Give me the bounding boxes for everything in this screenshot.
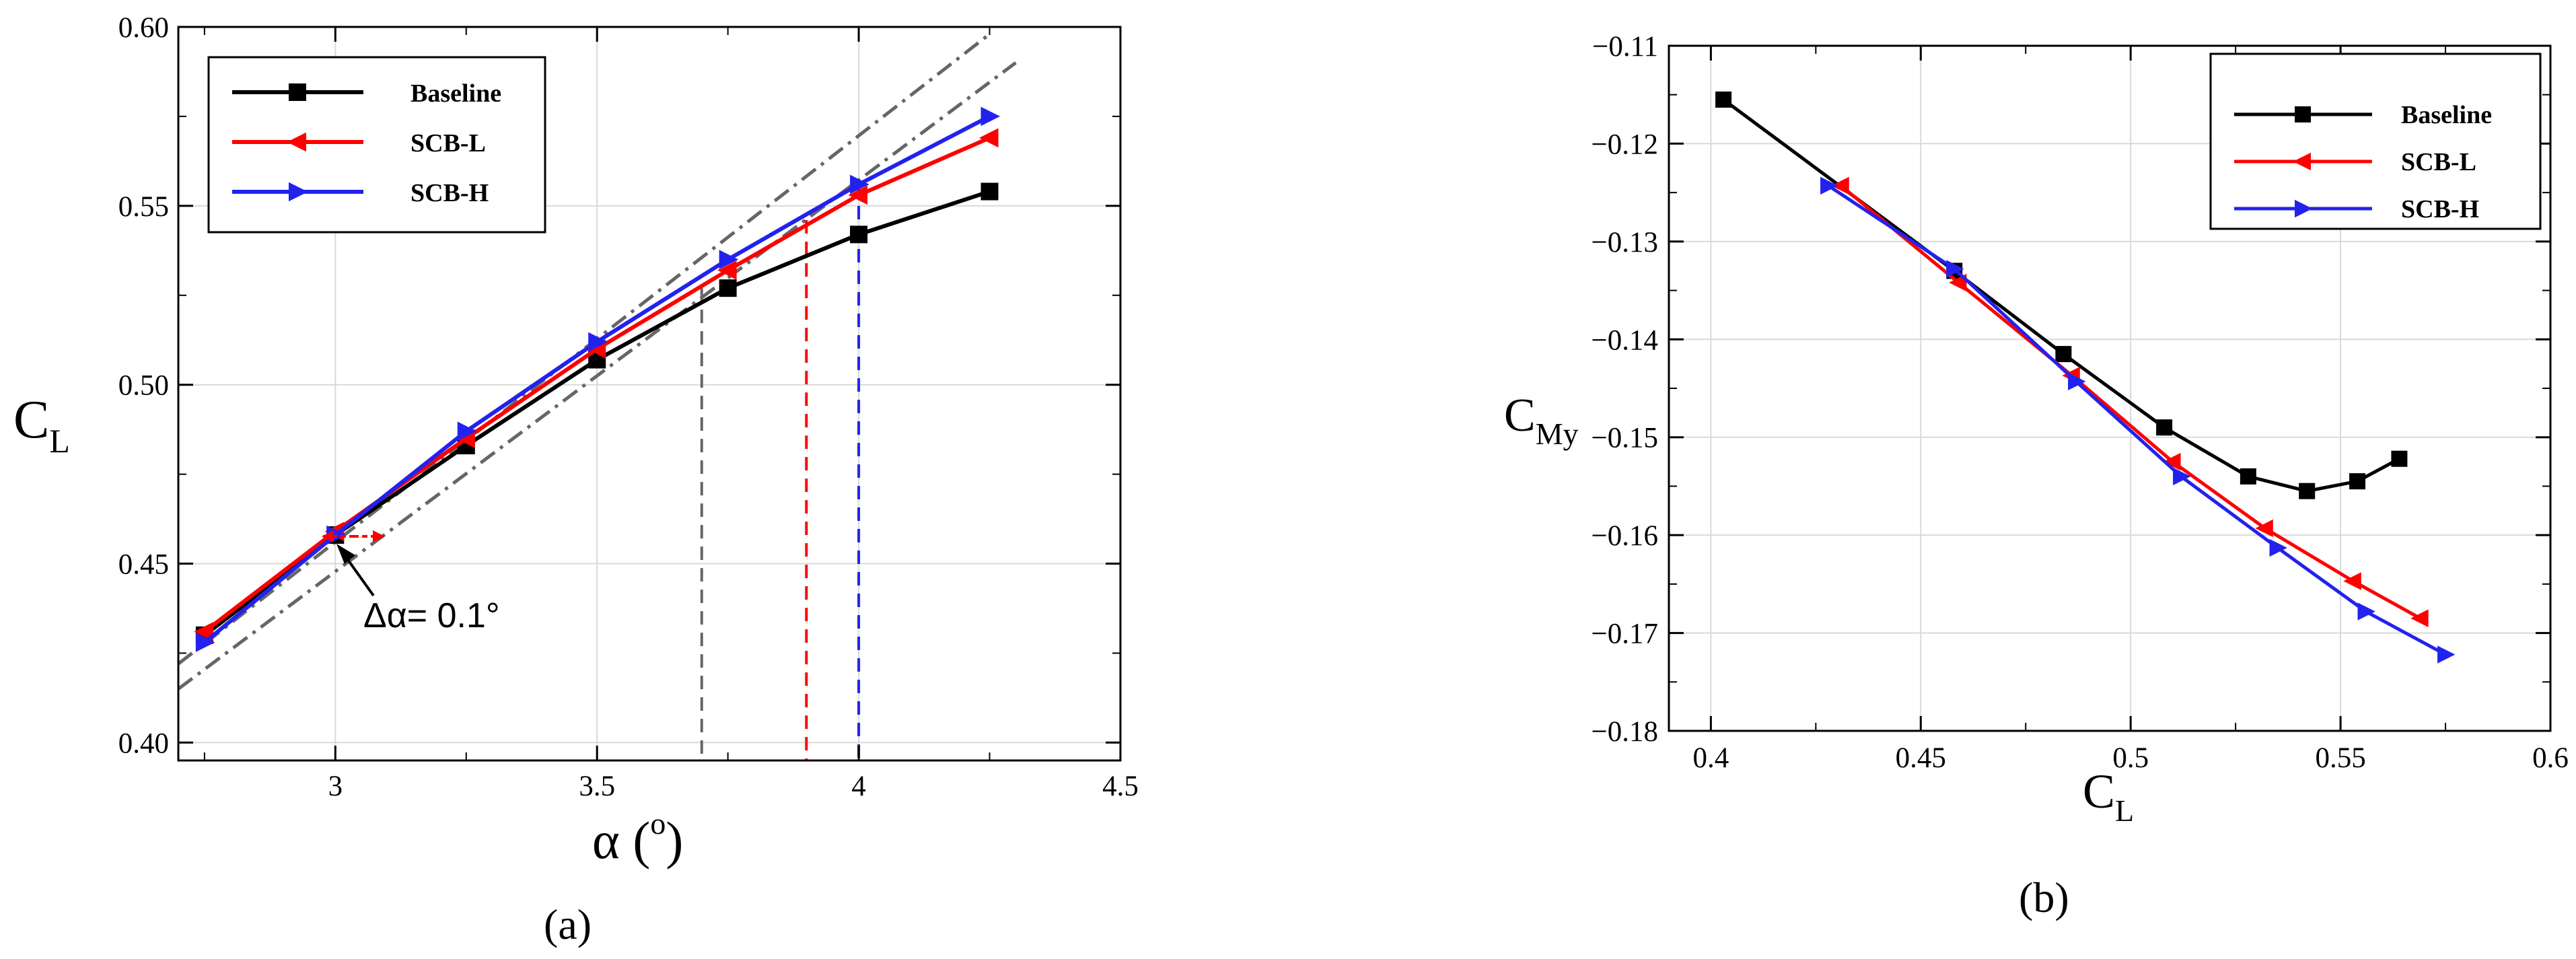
data-point-baseline — [2391, 450, 2408, 467]
data-point-scb-h — [2068, 372, 2086, 391]
data-point-scb-l — [848, 185, 868, 205]
chart-a-legend: Baseline SCB-L SCB-H — [207, 56, 546, 234]
data-point-baseline — [2156, 419, 2173, 436]
chart-b-ylabel: CMy — [1504, 390, 1579, 451]
legend-box — [207, 56, 546, 234]
data-point-scb-h — [457, 421, 477, 441]
y-tick-label: 0.50 — [118, 370, 169, 402]
data-point-scb-h — [195, 633, 215, 652]
data-point-scb-h — [588, 332, 608, 352]
legend-label: SCB-H — [410, 179, 489, 207]
y-tick-label: 0.55 — [118, 191, 169, 223]
data-point-scb-l — [194, 622, 213, 641]
data-point-baseline — [2299, 483, 2316, 499]
y-tick-label: −0.11 — [1592, 31, 1658, 63]
data-point-baseline — [1715, 91, 1732, 108]
reference-line — [178, 61, 1017, 690]
chart-a-vertical-markers — [700, 184, 861, 760]
legend-marker — [287, 132, 306, 152]
data-point-scb-l — [717, 260, 737, 280]
legend-label: Baseline — [2401, 101, 2492, 129]
y-tick-label: −0.17 — [1591, 618, 1658, 650]
data-point-scb-h — [850, 174, 869, 194]
data-point-scb-h — [1946, 260, 1964, 278]
x-tick-label: 0.4 — [1693, 742, 1729, 774]
data-point-scb-h — [2437, 645, 2456, 664]
delta-alpha-pointer-head — [336, 544, 355, 564]
chart-a: Δα= 0.1° 3 3.5 4 4.5 0.40 0.45 0.50 0.55 0.60 Ba… — [13, 12, 1139, 948]
y-tick-label: −0.12 — [1591, 129, 1658, 160]
x-tick-label: 0.45 — [1896, 742, 1946, 774]
y-tick-label: −0.18 — [1591, 716, 1658, 748]
chart-b: 0.4 0.45 0.5 0.55 0.6 −0.11 −0.12 −0.13 −0.14 −0.… — [1504, 31, 2569, 921]
chart-b-series — [1715, 91, 2456, 664]
data-point-scb-h — [2269, 538, 2287, 557]
delta-alpha-arrowhead-right — [373, 530, 385, 542]
data-point-baseline — [850, 225, 868, 244]
data-point-baseline — [2055, 346, 2072, 363]
data-point-baseline — [2349, 473, 2366, 490]
legend-marker — [2295, 199, 2313, 218]
y-tick-label: −0.13 — [1591, 227, 1658, 258]
data-point-baseline — [980, 182, 999, 201]
legend-marker — [2293, 152, 2311, 171]
y-tick-label: 0.60 — [118, 12, 169, 44]
data-point-scb-l — [978, 128, 999, 148]
delta-alpha-annotation: Δα= 0.1° — [363, 596, 500, 635]
legend-marker — [2295, 106, 2311, 122]
chart-a-panel-label: (a) — [544, 900, 592, 948]
data-point-scb-l — [2255, 519, 2273, 538]
chart-a-reference-lines — [178, 32, 1017, 690]
legend-label: Baseline — [410, 79, 501, 108]
x-tick-label: 3.5 — [579, 771, 615, 802]
x-tick-label: 3 — [328, 771, 343, 802]
delta-alpha-arrowhead-left — [322, 530, 334, 542]
chart-b-panel-label: (b) — [2019, 874, 2069, 921]
data-point-scb-h — [980, 106, 1001, 127]
chart-a-frame — [177, 26, 1122, 762]
chart-b-legend: Baseline SCB-L SCB-H — [2209, 52, 2542, 230]
chart-b-xlabel: CL — [2083, 765, 2134, 828]
data-point-scb-l — [2343, 572, 2361, 590]
legend-marker — [289, 83, 306, 101]
x-tick-label: 0.55 — [2315, 742, 2365, 774]
data-point-scb-h — [2173, 467, 2191, 486]
x-tick-label: 4.5 — [1102, 771, 1139, 802]
legend-label: SCB-L — [2401, 148, 2476, 176]
data-point-baseline — [2240, 468, 2256, 485]
x-tick-label: 0.5 — [2112, 742, 2149, 774]
data-point-scb-h — [719, 250, 739, 269]
data-point-baseline — [719, 279, 737, 297]
data-point-scb-l — [1831, 176, 1849, 195]
x-tick-label: 0.6 — [2532, 742, 2569, 774]
legend-marker — [289, 182, 308, 202]
chart-a-xlabel: α (o) — [592, 806, 683, 869]
y-tick-label: 0.45 — [118, 549, 169, 581]
data-point-scb-l — [2410, 609, 2429, 627]
legend-label: SCB-H — [2401, 195, 2479, 223]
chart-b-ticks: 0.4 0.45 0.5 0.55 0.6 −0.11 −0.12 −0.13 −0.14 −0.… — [1591, 31, 2568, 774]
data-point-scb-h — [2357, 602, 2375, 620]
chart-a-annotation-group: Δα= 0.1° — [322, 530, 500, 635]
x-tick-label: 4 — [851, 771, 866, 802]
data-point-scb-l — [2163, 452, 2181, 471]
legend-box — [2209, 52, 2542, 230]
y-tick-label: −0.16 — [1591, 520, 1658, 552]
y-tick-label: 0.40 — [118, 727, 169, 759]
data-point-scb-h — [1820, 176, 1838, 195]
chart-a-ylabel: CL — [13, 390, 70, 460]
y-tick-label: −0.14 — [1591, 324, 1658, 356]
chart-a-ticks: 3 3.5 4 4.5 0.40 0.45 0.50 0.55 0.60 — [118, 12, 1139, 802]
legend-label: SCB-L — [410, 129, 486, 157]
y-tick-label: −0.15 — [1591, 423, 1658, 454]
